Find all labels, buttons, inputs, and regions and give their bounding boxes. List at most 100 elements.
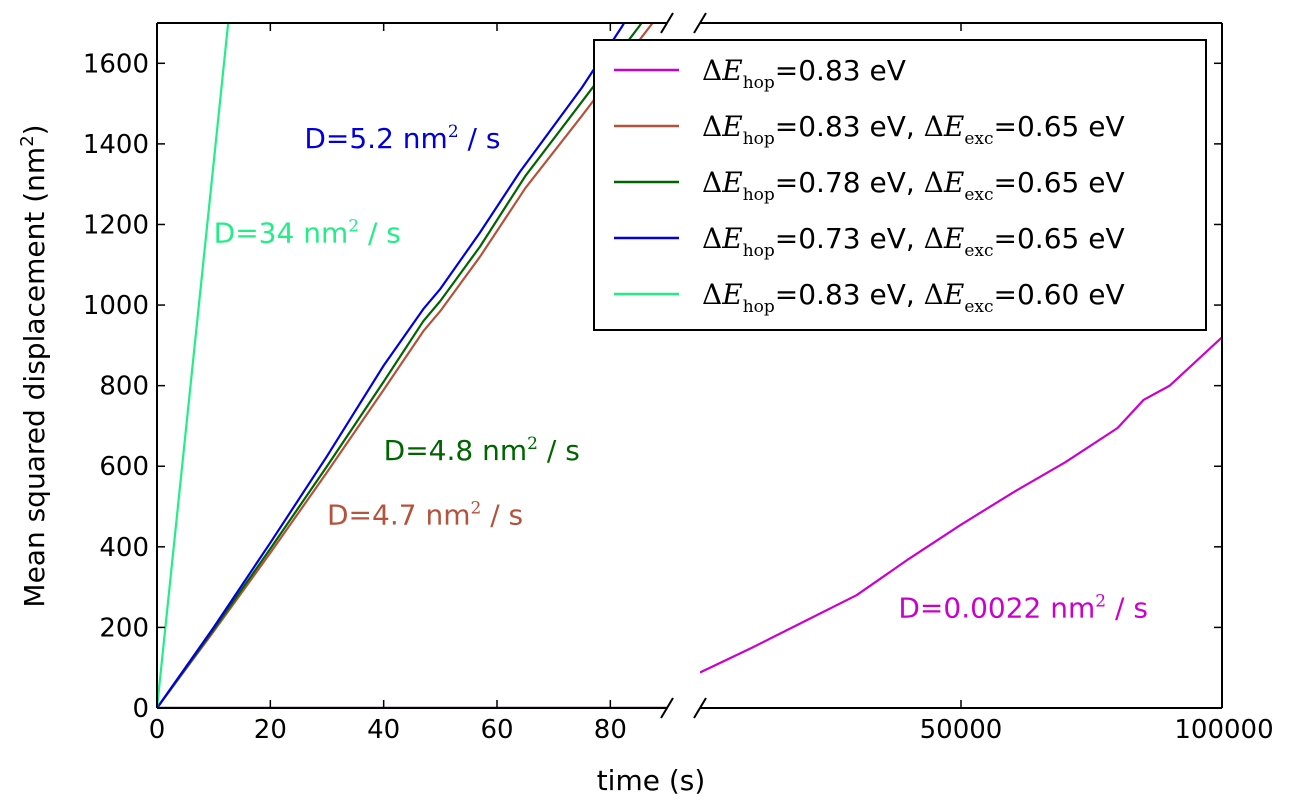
legend-delta: Δ bbox=[924, 110, 944, 143]
legend-label-3: ΔEhop=0.78 eV, ΔEexc=0.65 eV bbox=[702, 166, 1125, 205]
legend-box bbox=[593, 39, 1207, 331]
right-panel-plot bbox=[700, 336, 1222, 674]
axis-break-mark-1 bbox=[660, 12, 674, 34]
legend-exc-value: =0.65 eV bbox=[994, 166, 1125, 199]
legend-delta: Δ bbox=[702, 222, 722, 255]
axes-layer: 0 200 400 600 800 1000 1200 1400 1600 0 20 40 60 80 50… bbox=[83, 12, 1274, 745]
y-tick-label-1400: 1400 bbox=[83, 130, 149, 160]
legend-delta: Δ bbox=[702, 110, 722, 143]
legend-e: E bbox=[721, 54, 742, 87]
legend-sub-exc: exc bbox=[964, 129, 993, 149]
legend-label-2: ΔEhop=0.83 eV, ΔEexc=0.65 eV bbox=[702, 110, 1125, 149]
annotation-4-unit: / s bbox=[481, 499, 523, 532]
legend-hop-value: =0.73 eV, bbox=[775, 222, 915, 255]
annotation-1-sup: 2 bbox=[448, 122, 459, 142]
legend-exc-value: =0.60 eV bbox=[994, 278, 1125, 311]
annotation-1: D=5.2 nm2 / s bbox=[304, 122, 500, 155]
legend-exc-value: =0.65 eV bbox=[994, 110, 1125, 143]
legend-hop-value: =0.83 eV, bbox=[775, 110, 915, 143]
legend-e: E bbox=[721, 166, 742, 199]
x-tick-label-left-80: 80 bbox=[594, 715, 627, 745]
legend-e: E bbox=[943, 278, 964, 311]
y-tick-label-800: 800 bbox=[99, 372, 149, 402]
legend-delta: Δ bbox=[924, 222, 944, 255]
svg-text:Mean squared displacement (nm2: Mean squared displacement (nm2) bbox=[17, 124, 51, 607]
y-tick-label-1000: 1000 bbox=[83, 291, 149, 321]
annotation-3: D=4.8 nm2 / s bbox=[384, 434, 580, 467]
series-line-3 bbox=[157, 23, 643, 708]
legend-e: E bbox=[721, 278, 742, 311]
legend-sub-hop: hop bbox=[743, 129, 775, 149]
legend-delta: Δ bbox=[702, 54, 722, 87]
legend-e: E bbox=[721, 222, 742, 255]
annotation-5-value: D=0.0022 nm bbox=[898, 591, 1095, 624]
y-tick-label-600: 600 bbox=[99, 452, 149, 482]
legend-hop-value: =0.78 eV, bbox=[775, 166, 915, 199]
legend-delta: Δ bbox=[924, 166, 944, 199]
legend-sub-exc: exc bbox=[964, 297, 993, 317]
legend-hop-value: =0.83 eV bbox=[775, 54, 906, 87]
annotation-5: D=0.0022 nm2 / s bbox=[898, 591, 1148, 624]
y-tick-label-1200: 1200 bbox=[83, 210, 149, 240]
y-tick-label-400: 400 bbox=[99, 533, 149, 563]
legend-label-1: ΔEhop=0.83 eV bbox=[702, 54, 906, 93]
x-tick-label-left-40: 40 bbox=[367, 715, 400, 745]
legend-label-4: ΔEhop=0.73 eV, ΔEexc=0.65 eV bbox=[702, 222, 1125, 261]
legend-sub-hop: hop bbox=[743, 297, 775, 317]
annotation-4-sup: 2 bbox=[470, 499, 481, 519]
legend-e: E bbox=[721, 110, 742, 143]
x-tick-label-left-60: 60 bbox=[480, 715, 513, 745]
y-tick-label-1600: 1600 bbox=[83, 49, 149, 79]
annotation-2: D=34 nm2 / s bbox=[214, 217, 401, 250]
x-tick-label-right-100000: 100000 bbox=[1174, 715, 1273, 745]
series-line-5 bbox=[157, 23, 230, 708]
series-line-2 bbox=[157, 23, 654, 708]
legend-e: E bbox=[943, 110, 964, 143]
legend-exc-value: =0.65 eV bbox=[994, 222, 1125, 255]
series-line-4 bbox=[157, 23, 626, 708]
legend-space bbox=[915, 278, 924, 311]
legend-sub-exc: exc bbox=[964, 241, 993, 261]
y-axis-title: Mean squared displacement (nm2) bbox=[17, 124, 51, 607]
legend-label-5: ΔEhop=0.83 eV, ΔEexc=0.60 eV bbox=[702, 278, 1125, 317]
legend-space bbox=[915, 222, 924, 255]
annotation-3-unit: / s bbox=[538, 434, 580, 467]
annotation-4: D=4.7 nm2 / s bbox=[327, 499, 523, 532]
annotation-2-value: D=34 nm bbox=[214, 217, 349, 250]
legend-sub-hop: hop bbox=[743, 185, 775, 205]
series-line-1 bbox=[700, 336, 1222, 674]
legend-delta: Δ bbox=[702, 278, 722, 311]
y-tick-label-0: 0 bbox=[132, 694, 149, 724]
annotation-4-value: D=4.7 nm bbox=[327, 499, 470, 532]
legend-sub-exc: exc bbox=[964, 185, 993, 205]
annotation-1-value: D=5.2 nm bbox=[304, 122, 447, 155]
x-tick-label-left-0: 0 bbox=[149, 715, 166, 745]
legend-delta: Δ bbox=[924, 278, 944, 311]
x-tick-label-right-50000: 50000 bbox=[920, 715, 1003, 745]
annotation-1-unit: / s bbox=[459, 122, 501, 155]
axis-break-mark-2 bbox=[693, 12, 707, 34]
axis-break-mark-4 bbox=[693, 697, 707, 719]
axis-break-mark-3 bbox=[660, 697, 674, 719]
y-axis-title-main: Mean squared displacement (nm bbox=[18, 147, 51, 608]
y-axis-title-sup: 2 bbox=[17, 135, 38, 146]
annotation-5-sup: 2 bbox=[1095, 591, 1106, 611]
left-panel-plot bbox=[157, 23, 667, 708]
plot-layer: D=5.2 nm2 / sD=34 nm2 / sD=4.8 nm2 / sD=… bbox=[157, 23, 1222, 708]
y-axis-title-close: ) bbox=[18, 124, 51, 135]
legend-delta: Δ bbox=[702, 166, 722, 199]
x-axis-title: time (s) bbox=[597, 764, 706, 797]
x-tick-label-left-20: 20 bbox=[254, 715, 287, 745]
annotation-2-sup: 2 bbox=[348, 217, 359, 237]
annotation-2-unit: / s bbox=[359, 217, 401, 250]
annotation-3-sup: 2 bbox=[527, 434, 538, 454]
legend-hop-value: =0.83 eV, bbox=[775, 278, 915, 311]
legend-sub-hop: hop bbox=[743, 241, 775, 261]
annotation-5-unit: / s bbox=[1106, 591, 1148, 624]
annotation-3-value: D=4.8 nm bbox=[384, 434, 527, 467]
legend-e: E bbox=[943, 166, 964, 199]
legend-sub-hop: hop bbox=[743, 73, 775, 93]
legend-e: E bbox=[943, 222, 964, 255]
